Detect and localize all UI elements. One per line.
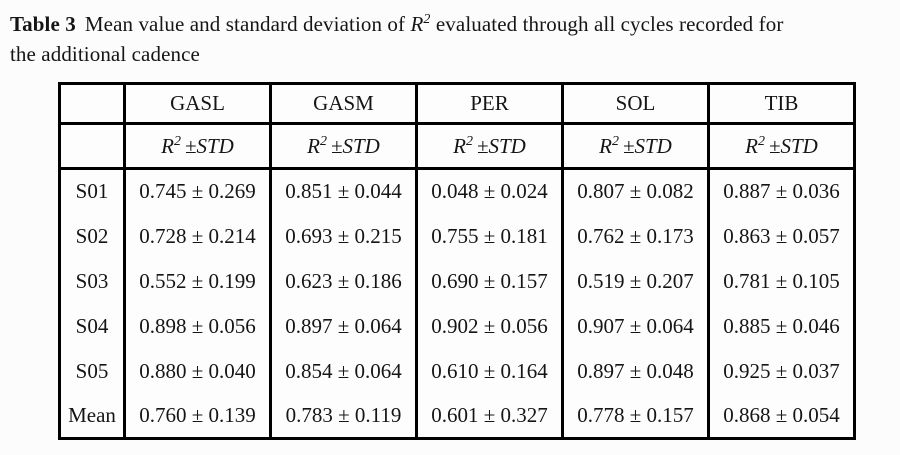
row-label: S04 — [58, 303, 126, 349]
table-container: GASL GASM PER SOL TIB R2 ±STD R2 ±STD R2 ±S… — [58, 82, 900, 440]
cell-s01-sol: 0.807 ± 0.082 — [561, 168, 710, 214]
subheader-cell: R2 ±STD — [707, 123, 856, 170]
caption-text-1: Mean value and standard deviation of — [84, 12, 406, 36]
cell-s03-per: 0.690 ± 0.157 — [415, 258, 564, 304]
column-header-tib: TIB — [707, 83, 856, 125]
cell-s05-gasl: 0.880 ± 0.040 — [123, 348, 272, 394]
table-row-s04: S04 0.898 ± 0.056 0.897 ± 0.064 0.902 ± … — [58, 303, 856, 349]
cell-s02-per: 0.755 ± 0.181 — [415, 213, 564, 259]
table-row-s03: S03 0.552 ± 0.199 0.623 ± 0.186 0.690 ± … — [58, 258, 856, 304]
cell-s04-per: 0.902 ± 0.056 — [415, 303, 564, 349]
cell-mean-gasl: 0.760 ± 0.139 — [123, 393, 272, 439]
cell-mean-per: 0.601 ± 0.327 — [415, 393, 564, 439]
cell-s02-tib: 0.863 ± 0.057 — [707, 213, 856, 259]
cell-mean-tib: 0.868 ± 0.054 — [707, 393, 856, 439]
cell-s03-tib: 0.781 ± 0.105 — [707, 258, 856, 304]
cell-s01-tib: 0.887 ± 0.036 — [707, 168, 856, 214]
table-row-mean: Mean 0.760 ± 0.139 0.783 ± 0.119 0.601 ±… — [58, 393, 856, 439]
column-header-per: PER — [415, 83, 564, 125]
cell-s03-sol: 0.519 ± 0.207 — [561, 258, 710, 304]
cell-s04-gasl: 0.898 ± 0.056 — [123, 303, 272, 349]
cell-s04-tib: 0.885 ± 0.046 — [707, 303, 856, 349]
cell-s02-gasl: 0.728 ± 0.214 — [123, 213, 272, 259]
subheader-row: R2 ±STD R2 ±STD R2 ±STD R2 ±STD R2 ±STD — [58, 123, 856, 170]
corner-cell — [58, 123, 126, 170]
cell-s04-gasm: 0.897 ± 0.064 — [269, 303, 418, 349]
row-label: S01 — [58, 168, 126, 214]
corner-cell — [58, 83, 126, 125]
cell-s03-gasl: 0.552 ± 0.199 — [123, 258, 272, 304]
caption-table-number: Table 3 — [10, 12, 76, 36]
subheader-cell: R2 ±STD — [123, 123, 272, 170]
table-row-s05: S05 0.880 ± 0.040 0.854 ± 0.064 0.610 ± … — [58, 348, 856, 394]
column-header-row: GASL GASM PER SOL TIB — [58, 83, 856, 125]
cell-s01-per: 0.048 ± 0.024 — [415, 168, 564, 214]
cell-s04-sol: 0.907 ± 0.064 — [561, 303, 710, 349]
cell-s02-gasm: 0.693 ± 0.215 — [269, 213, 418, 259]
table-caption: Table 3 Mean value and standard deviation… — [0, 0, 900, 69]
column-header-sol: SOL — [561, 83, 710, 125]
caption-text-2: evaluated through all cycles recorded fo… — [435, 12, 784, 36]
column-header-gasl: GASL — [123, 83, 272, 125]
cell-s05-per: 0.610 ± 0.164 — [415, 348, 564, 394]
subheader-cell: R2 ±STD — [269, 123, 418, 170]
row-label: Mean — [58, 393, 126, 439]
row-label: S05 — [58, 348, 126, 394]
table-row-s01: S01 0.745 ± 0.269 0.851 ± 0.044 0.048 ± … — [58, 168, 856, 214]
cell-s05-gasm: 0.854 ± 0.064 — [269, 348, 418, 394]
subheader-cell: R2 ±STD — [415, 123, 564, 170]
cell-mean-sol: 0.778 ± 0.157 — [561, 393, 710, 439]
cell-mean-gasm: 0.783 ± 0.119 — [269, 393, 418, 439]
row-label: S03 — [58, 258, 126, 304]
cell-s05-tib: 0.925 ± 0.037 — [707, 348, 856, 394]
caption-text-line2: the additional cadence — [10, 42, 200, 66]
row-label: S02 — [58, 213, 126, 259]
cell-s01-gasm: 0.851 ± 0.044 — [269, 168, 418, 214]
cell-s03-gasm: 0.623 ± 0.186 — [269, 258, 418, 304]
cell-s05-sol: 0.897 ± 0.048 — [561, 348, 710, 394]
cell-s02-sol: 0.762 ± 0.173 — [561, 213, 710, 259]
cell-s01-gasl: 0.745 ± 0.269 — [123, 168, 272, 214]
results-table: GASL GASM PER SOL TIB R2 ±STD R2 ±STD R2 ±S… — [58, 82, 856, 440]
caption-r-squared: R2 — [410, 12, 431, 36]
column-header-gasm: GASM — [269, 83, 418, 125]
subheader-cell: R2 ±STD — [561, 123, 710, 170]
table-row-s02: S02 0.728 ± 0.214 0.693 ± 0.215 0.755 ± … — [58, 213, 856, 259]
